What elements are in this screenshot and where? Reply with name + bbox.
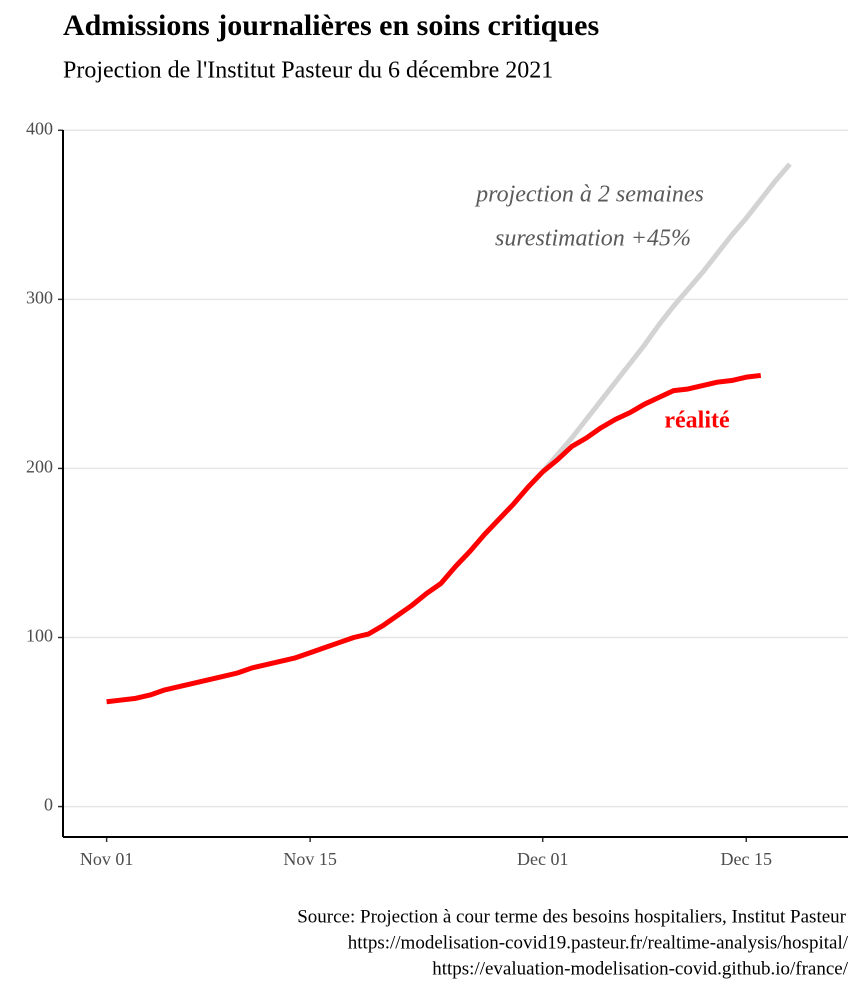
y-tick-label: 200 — [26, 457, 53, 477]
x-tick-label: Nov 15 — [283, 849, 337, 869]
caption: https://evaluation-modelisation-covid.gi… — [432, 958, 849, 979]
y-tick-label: 400 — [26, 118, 53, 138]
line — [540, 162, 792, 474]
annotation: réalité — [664, 408, 730, 434]
annotation: projection à 2 semaines — [474, 182, 704, 208]
y-tick-label: 100 — [26, 626, 53, 646]
caption: Source: Projection à cour terme des beso… — [297, 906, 846, 927]
chart-title: Admissions journalières en soins critiqu… — [63, 9, 599, 42]
x-tick-label: Dec 15 — [720, 849, 771, 869]
caption: https://modelisation-covid19.pasteur.fr/… — [348, 932, 849, 953]
chart-subtitle: Projection de l'Institut Pasteur du 6 dé… — [63, 58, 553, 84]
y-tick-label: 0 — [44, 795, 53, 815]
x-tick-label: Dec 01 — [517, 849, 568, 869]
x-tick-label: Nov 01 — [80, 849, 134, 869]
line — [106, 372, 762, 705]
y-tick-label: 300 — [26, 287, 53, 307]
annotation: surestimation +45% — [495, 226, 691, 252]
